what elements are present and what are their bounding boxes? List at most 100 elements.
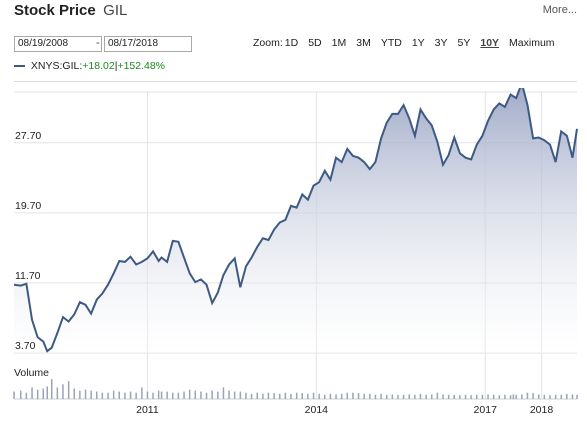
- x-tick-label: 2017: [474, 404, 498, 416]
- volume-bar: [560, 394, 562, 399]
- volume-bar: [307, 393, 309, 400]
- zoom-option-1m[interactable]: 1M: [331, 37, 347, 49]
- volume-bar: [470, 395, 472, 399]
- legend-series-name: XNYS:GIL:: [30, 60, 83, 72]
- series-legend: XNYS:GIL:+18.02|+152.48%: [14, 60, 165, 72]
- volume-bar: [425, 394, 427, 399]
- volume-bar: [340, 393, 343, 400]
- volume-bar: [386, 394, 388, 399]
- volume-bar: [188, 389, 191, 400]
- volume-bar: [256, 392, 258, 399]
- volume-bar: [107, 392, 109, 399]
- volume-bar: [408, 394, 410, 399]
- volume-bar: [566, 393, 568, 400]
- volume-bar: [543, 394, 546, 399]
- volume-bar: [13, 391, 15, 399]
- volume-bar: [526, 392, 529, 399]
- volume-bar: [538, 394, 540, 399]
- volume-bar: [290, 393, 292, 400]
- price-line: [13, 88, 578, 353]
- zoom-option-3y[interactable]: 3Y: [434, 37, 448, 49]
- volume-bar: [177, 392, 180, 399]
- volume-bar: [554, 394, 557, 399]
- volume-bar: [576, 394, 578, 399]
- volume-bar: [267, 392, 270, 399]
- volume-bar: [324, 394, 326, 399]
- zoom-option-5d[interactable]: 5D: [308, 37, 322, 49]
- volume-bar: [459, 395, 461, 399]
- ticker-symbol: GIL: [103, 2, 128, 19]
- volume-bar: [101, 392, 104, 399]
- volume-bar: [20, 390, 22, 399]
- y-tick-label: 19.70: [15, 200, 41, 212]
- volume-bar: [481, 394, 484, 399]
- volume-bar: [318, 393, 320, 400]
- volume-bar: [329, 393, 332, 400]
- y-tick-label: 11.70: [15, 270, 41, 282]
- zoom-bar: Zoom: 1D 5D 1M 3M YTD 1Y 3Y 5Y 10Y Maximum: [253, 37, 560, 49]
- zoom-option-1d[interactable]: 1D: [284, 37, 299, 49]
- end-date-field[interactable]: [104, 36, 192, 52]
- volume-bar: [183, 391, 185, 399]
- volume-bar: [245, 392, 247, 399]
- volume-bar: [512, 394, 515, 399]
- volume-bar: [419, 393, 422, 400]
- start-date-field[interactable]: [14, 36, 102, 52]
- volume-bar: [369, 393, 371, 400]
- zoom-option-ytd[interactable]: YTD: [380, 37, 402, 49]
- legend-change-abs: +18.02: [82, 60, 115, 72]
- volume-bar: [498, 395, 501, 399]
- volume-bar: [146, 391, 149, 399]
- page-title: Stock Price: [14, 2, 96, 19]
- volume-bar: [84, 389, 87, 400]
- volume-bar: [357, 393, 360, 399]
- volume-bar: [335, 394, 337, 399]
- volume-bar: [25, 392, 28, 399]
- volume-bar: [509, 395, 512, 399]
- volume-bar: [79, 390, 81, 399]
- volume-bar: [363, 393, 365, 400]
- volume-bar: [352, 392, 354, 399]
- volume-bar: [141, 387, 143, 399]
- volume-bar: [295, 392, 298, 399]
- volume-bar: [233, 391, 236, 399]
- zoom-option-5y[interactable]: 5Y: [457, 37, 471, 49]
- header-divider: [14, 81, 577, 82]
- volume-bar: [301, 393, 303, 399]
- x-tick-label: 2018: [530, 404, 554, 416]
- volume-bar: [431, 394, 433, 399]
- volume-bar: [211, 390, 213, 399]
- volume-bar: [42, 388, 44, 399]
- volume-bar: [346, 392, 348, 399]
- more-link[interactable]: More...: [542, 4, 577, 16]
- volume-bar: [166, 391, 168, 399]
- zoom-option-maximum[interactable]: Maximum: [509, 37, 555, 49]
- volume-bar: [521, 394, 523, 399]
- volume-bar: [51, 379, 53, 399]
- volume-bar: [124, 392, 126, 399]
- y-tick-label: 3.70: [15, 340, 36, 352]
- volume-bar: [436, 392, 439, 399]
- volume-bar: [492, 394, 495, 399]
- volume-bar: [250, 393, 253, 400]
- volume-bar: [118, 391, 120, 399]
- volume-bar: [464, 394, 467, 399]
- volume-bar: [374, 394, 377, 399]
- volume-bar: [476, 394, 478, 399]
- volume-bar: [442, 394, 444, 399]
- zoom-option-3m[interactable]: 3M: [356, 37, 371, 49]
- volume-bar: [414, 394, 416, 399]
- volume-bar: [402, 394, 405, 399]
- volume-bar: [228, 390, 230, 399]
- x-tick-label: 2014: [305, 404, 329, 416]
- volume-bar: [62, 384, 64, 399]
- zoom-option-1y[interactable]: 1Y: [411, 37, 425, 49]
- volume-bar: [279, 393, 281, 400]
- price-chart[interactable]: 3.70 11.70 19.70 27.70 Volume 2011 2014 2017 2…: [0, 88, 587, 428]
- volume-bar: [73, 388, 75, 399]
- volume-label: Volume: [14, 367, 49, 379]
- volume-bar: [96, 391, 98, 399]
- volume-bar: [112, 390, 115, 399]
- zoom-option-10y[interactable]: 10Y: [480, 37, 500, 49]
